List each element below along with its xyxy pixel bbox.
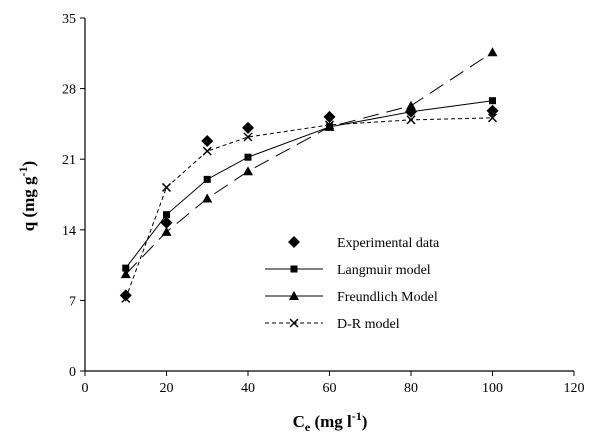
x-axis-title-main: C [293,412,305,431]
x-tick-label: 0 [82,381,89,396]
data-point-triangle [161,226,172,236]
data-point-x [487,113,498,123]
legend-triangle-marker [289,291,299,300]
legend-x [289,318,299,328]
data-point-x [121,293,131,303]
legend-diamond [288,236,300,248]
data-point-triangle [324,121,335,131]
legend-item-freundlich: Freundlich Model [265,290,438,305]
x-tick-label: 40 [241,381,255,396]
data-point-x [202,146,212,156]
legend-diamond-marker [288,236,300,248]
data-point-square [407,108,415,116]
data-point-triangle [243,166,253,176]
legend-item-langmuir: Langmuir model [265,263,431,278]
data-point-square [163,211,170,219]
x-tick-label: 60 [323,381,337,396]
legend-item-dr: D-R model [265,317,400,332]
y-tick-label: 28 [62,83,76,98]
data-point-x [243,132,253,142]
data-point-triangle [487,47,498,57]
data-point-diamond [323,110,336,123]
x-axis-title-sub: e [305,420,311,434]
x-axis-title-unit: (mg l [310,412,352,431]
legend-square-marker [290,265,298,273]
y-axis-title-unit-exp: -1 [16,166,30,176]
y-tick-label: 7 [69,294,76,309]
data-point-diamond [119,289,132,302]
y-tick-label: 35 [62,12,76,27]
legend: Experimental data Langmuir model Freundl… [265,236,440,332]
data-point-x [406,115,416,125]
data-point-diamond [486,104,499,117]
legend-square [290,265,298,273]
x-tick-label: 100 [482,381,503,396]
y-tick-label: 14 [62,224,76,239]
legend-triangle [289,291,299,300]
series-triangle [120,47,498,279]
y-tick-label: 0 [69,365,76,380]
y-axis-title: q (mg g-1) [16,161,38,231]
data-point-diamond [242,121,254,134]
data-point-x [161,182,172,192]
data-point-diamond [201,135,214,148]
legend-label-langmuir: Langmuir model [337,263,431,278]
data-point-square [203,175,211,183]
x-tick-label: 20 [160,381,174,396]
data-point-square [122,264,130,272]
y-axis-title-main: q [19,221,38,231]
data-point-triangle [202,193,213,203]
y-axis-title-unit: (mg g [19,176,38,222]
series-line [125,117,493,299]
series-layer [119,47,499,303]
x-axis-title-unit-close: ) [362,412,368,431]
legend-label-freundlich: Freundlich Model [337,290,438,305]
series-x [121,113,498,303]
legend-label-dr: D-R model [337,317,400,332]
legend-x-marker [289,318,299,328]
legend-item-experimental: Experimental data [288,236,440,251]
data-point-square [244,153,252,161]
x-tick-label: 80 [404,381,418,396]
data-point-diamond [160,216,173,229]
series-square [122,97,496,272]
data-point-square [489,97,496,105]
data-point-triangle [120,269,131,279]
legend-label-experimental: Experimental data [337,236,440,251]
x-axis-title-unit-exp: -1 [352,409,362,423]
data-point-triangle [406,100,416,110]
y-tick-label: 21 [62,153,76,168]
data-point-x [324,120,335,130]
axis-ticks: 0 20 40 60 80 100 120 0 7 14 21 28 35 [62,12,585,396]
y-axis-title-unit-close: ) [19,161,38,167]
x-axis-title: Ce (mg l-1) [293,409,368,434]
x-tick-label: 120 [564,381,585,396]
